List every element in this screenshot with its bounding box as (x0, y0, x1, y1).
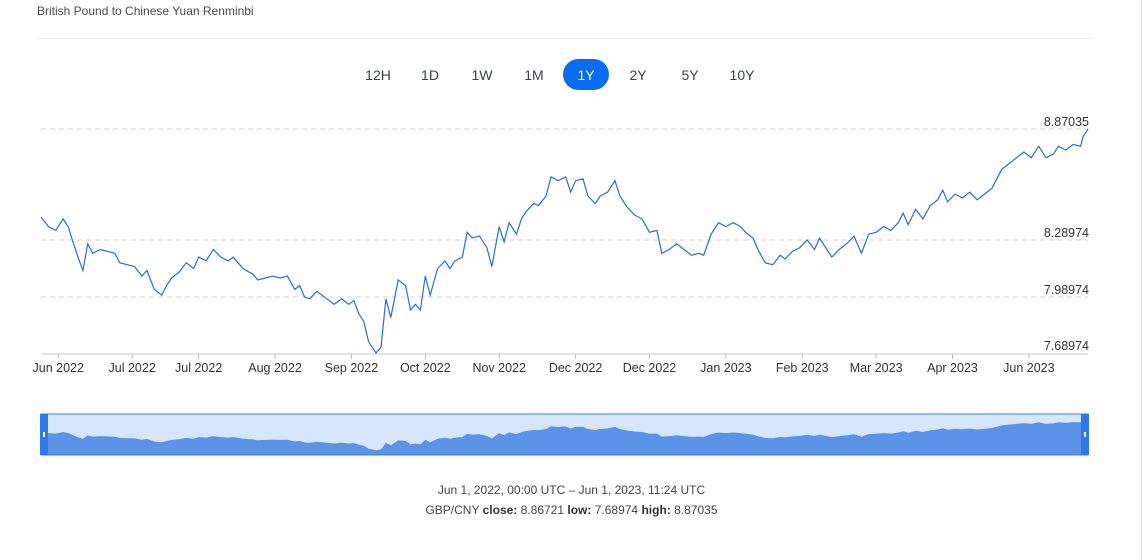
y-tick-label: 8.87035 (1044, 115, 1089, 129)
x-tick-label: Aug 2022 (248, 361, 302, 375)
y-tick-label: 7.68974 (1044, 339, 1089, 353)
close-label: close: (482, 503, 518, 517)
grid-lines (41, 128, 1088, 298)
x-tick-label: Apr 2023 (927, 361, 978, 375)
x-tick-label: Jan 2023 (700, 361, 751, 375)
range-tab-1m[interactable]: 1M (524, 66, 544, 83)
range-tab-10y[interactable]: 10Y (729, 66, 755, 83)
navigator-handle-right[interactable] (1081, 414, 1089, 455)
x-tick-label: Dec 2022 (623, 361, 677, 375)
x-axis: Jun 2022 Jul 2022 Jul 2022 Aug 2022 Sep 2022… (33, 353, 1088, 375)
y-tick-label: 7.98974 (1044, 283, 1089, 297)
close-value: 8.86721 (520, 503, 565, 517)
low-value: 7.68974 (594, 503, 639, 517)
low-label: low: (567, 503, 592, 517)
y-axis: 7.68974 7.98974 8.28974 8.87035 (1044, 115, 1089, 353)
high-value: 8.87035 (674, 503, 718, 517)
x-tick-label: Jun 2023 (1003, 361, 1054, 375)
x-tick-label: Mar 2023 (850, 361, 903, 375)
y-tick-label: 8.28974 (1044, 226, 1089, 240)
x-tick-label: Feb 2023 (776, 361, 829, 375)
x-tick-label: Jul 2022 (175, 361, 222, 375)
range-tab-1y[interactable]: 1Y (563, 59, 609, 90)
range-tab-12h[interactable]: 12H (365, 66, 391, 83)
range-tab-1w[interactable]: 1W (471, 66, 493, 83)
price-chart: 7.68974 7.98974 8.28974 8.87035 Jun 2022 Jul… (33, 115, 1089, 456)
range-tabs: 12H 1D 1W 1M 1Y 2Y 5Y 10Y (355, 59, 771, 90)
pair-label: GBP/CNY (425, 503, 480, 517)
footer-date-range: Jun 1, 2022, 00:00 UTC – Jun 1, 2023, 11… (437, 483, 706, 497)
high-label: high: (641, 503, 671, 517)
page-title: British Pound to Chinese Yuan Renminbi (37, 4, 254, 18)
navigator[interactable] (40, 413, 1089, 456)
x-tick-label: Jul 2022 (109, 361, 156, 375)
price-series-line (40, 128, 1089, 354)
panel-edge (1141, 0, 1142, 560)
range-tab-5y[interactable]: 5Y (681, 66, 699, 83)
range-tab-2y[interactable]: 2Y (629, 66, 647, 83)
x-tick-label: Jun 2022 (33, 361, 84, 375)
x-tick-label: Nov 2022 (472, 361, 526, 375)
x-tick-label: Sep 2022 (325, 361, 379, 375)
x-tick-label: Oct 2022 (400, 361, 451, 375)
range-tab-1d[interactable]: 1D (421, 66, 439, 83)
title-divider (37, 38, 1093, 39)
x-tick-label: Dec 2022 (549, 361, 603, 375)
footer-stats: GBP/CNY close: 8.86721 low: 7.68974 high… (0, 503, 1143, 517)
navigator-handle-left[interactable] (40, 414, 48, 455)
navigator-area (41, 420, 1088, 455)
